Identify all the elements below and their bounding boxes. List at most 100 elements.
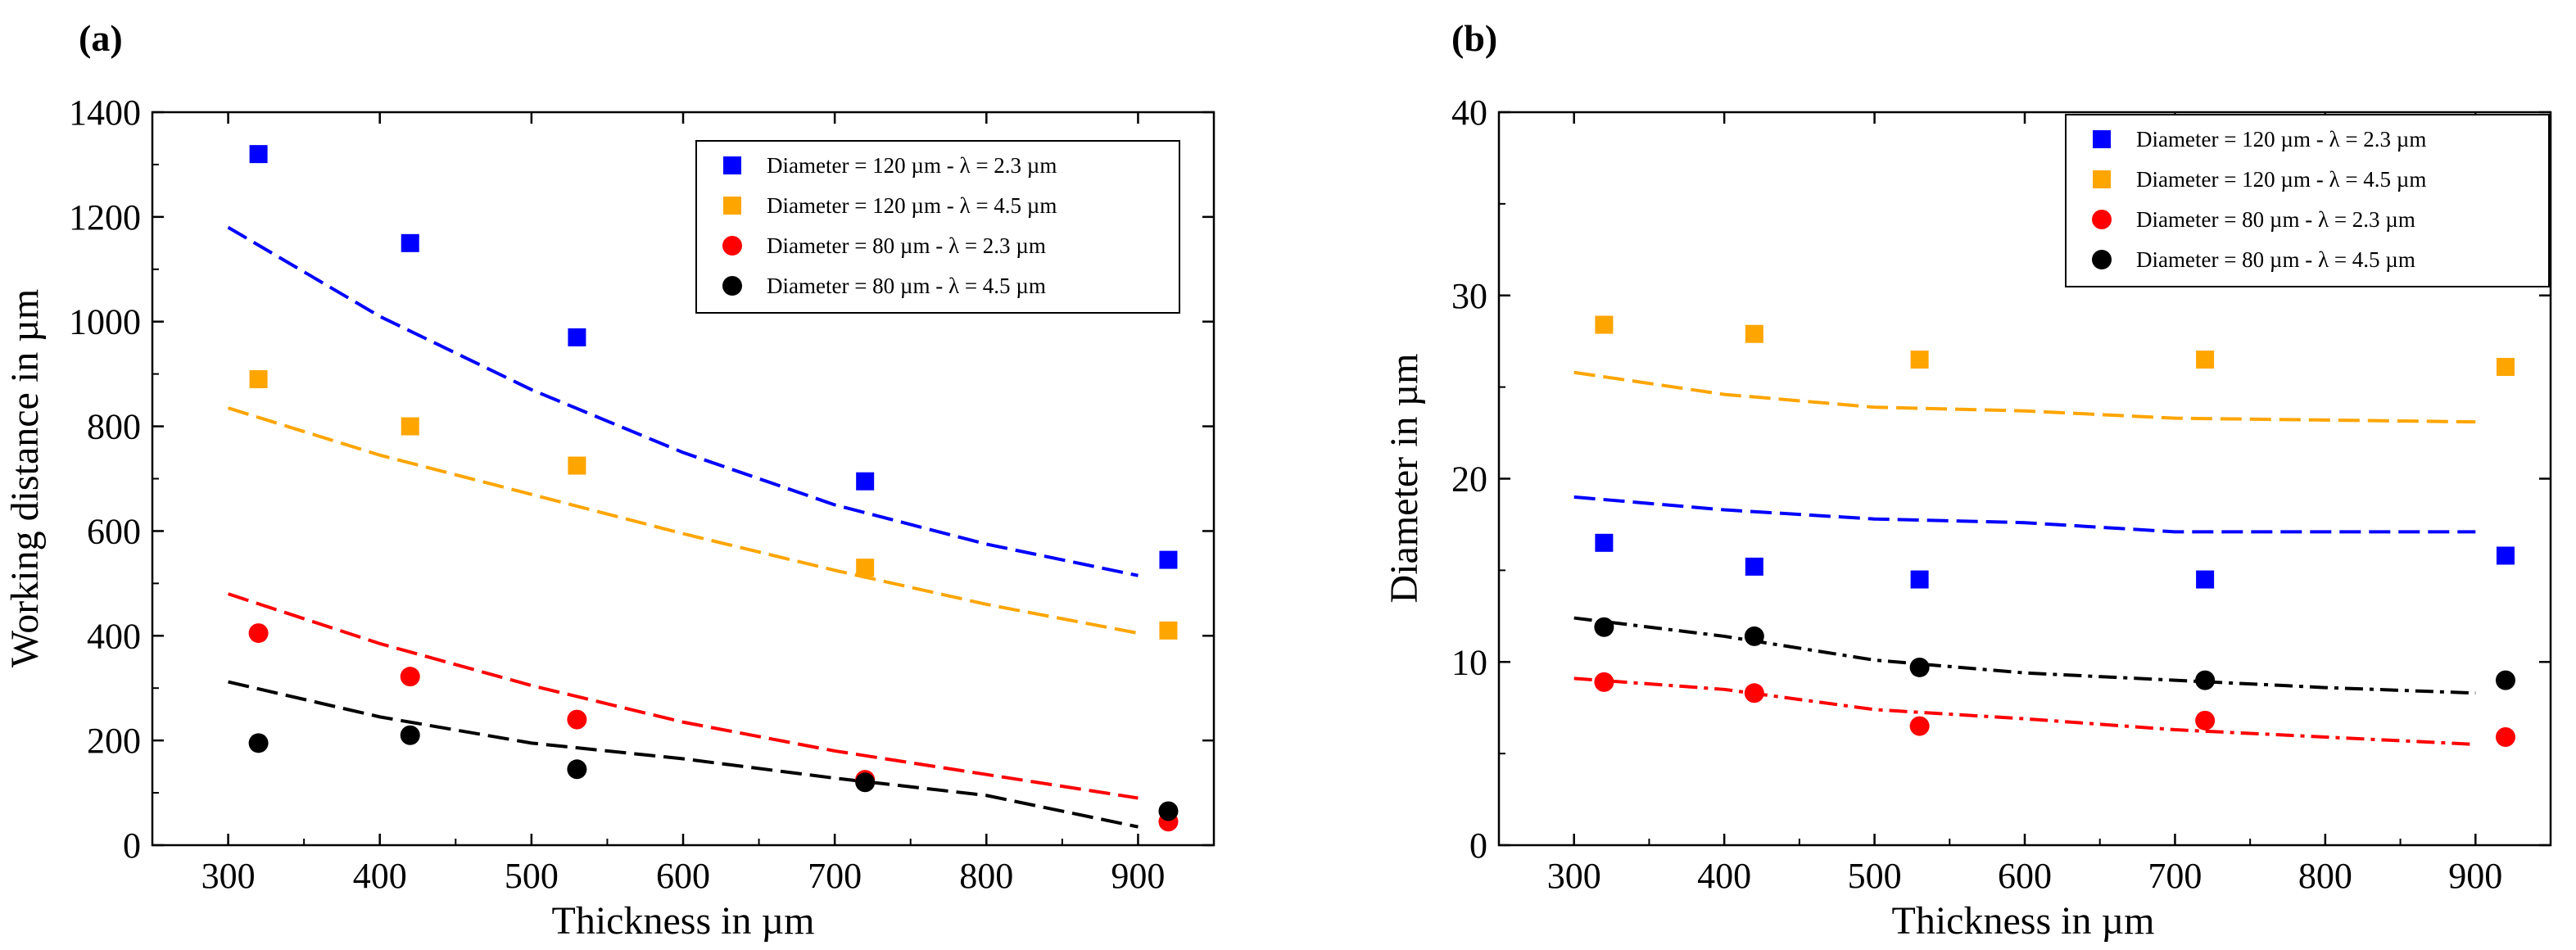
panel-a-legend-marker-3 [722,236,742,256]
panel-a-label: (a) [79,17,123,59]
panel-a-x-tick-label: 700 [808,856,862,896]
panel-b-y-tick-label: 40 [1451,93,1487,133]
panel-a-legend-marker-2 [723,197,741,215]
panel-b-point-series-1 [1595,533,1614,552]
panel-b-legend-label-3: Diameter = 80 µm - λ = 2.3 µm [2136,207,2415,232]
panel-b-y-tick-label: 30 [1451,276,1487,316]
panel-a-y-tick-label: 1400 [69,93,141,133]
panel-b-point-series-2 [1745,324,1763,343]
panel-b-point-series-3 [1909,716,1930,736]
panel-a-point-series-4 [400,725,420,745]
panel-a-point-series-4 [855,772,876,793]
panel-a-y-tick-label: 800 [87,407,141,447]
panel-a-legend-box [695,140,1180,314]
panel-a-fit-lines [227,225,1139,829]
panel-a-legend-marker-4 [722,276,742,296]
panel-a-legend-label-2: Diameter = 120 µm - λ = 4.5 µm [767,193,1057,218]
panel-b-point-series-1 [1910,570,1929,589]
panel-b-x-tick-label: 800 [2298,856,2352,896]
panel-a-x-axis-title: Thickness in µm [552,899,815,943]
panel-a-point-series-2 [568,456,586,475]
panel-a-data-points [248,145,1179,832]
panel-b-x-tick-label: 700 [2148,856,2202,896]
panel-b-legend-marker-3 [2092,210,2112,229]
panel-a-legend-marker-1 [723,156,741,174]
panel-b-point-series-1 [1745,557,1763,576]
panel-a-x-tick-label: 400 [353,856,407,896]
panel-b-point-series-4 [1909,657,1930,677]
panel-b-x-tick-label: 900 [2448,856,2502,896]
panel-b-x-axis-title: Thickness in µm [1892,899,2155,943]
panel-a-point-series-4 [248,733,269,753]
panel-b-fit-line-series-2 [1573,370,2476,424]
panel-b-point-series-4 [1744,626,1764,646]
panel-a-legend-label-3: Diameter = 80 µm - λ = 2.3 µm [767,233,1046,258]
panel-b-point-series-3 [1744,683,1764,703]
panel-b-fit-lines [1573,370,2476,746]
panel-b-point-series-1 [2496,546,2515,565]
panel-a-legend-label-4: Diameter = 80 µm - λ = 4.5 µm [767,274,1046,298]
panel-b-fit-line-series-4 [1573,616,2476,695]
panel-a-point-series-1 [249,145,268,164]
panel-b-legend-box [2065,114,2550,287]
panel-b-legend-marker-4 [2092,250,2112,269]
panel-a-point-series-4 [567,759,587,780]
panel-b-point-series-2 [1595,315,1614,334]
panel-b-point-series-3 [2495,726,2515,747]
panel-b-x-tick-label: 400 [1697,856,1751,896]
panel-a-y-axis-title: Working distance in µm [3,289,47,667]
panel-a-point-series-2 [249,370,268,389]
panel-b-legend-label-2: Diameter = 120 µm - λ = 4.5 µm [2136,167,2426,192]
panel-a-working-distance-chart: (a) 300 400 500 600 700 800 900 0 200 400 600 800 10… [3,17,1216,943]
panel-b-y-tick-label: 0 [1469,826,1487,866]
panel-b-point-series-2 [2496,358,2515,377]
panel-b-point-series-2 [2196,351,2215,369]
panel-a-y-tick-label: 600 [87,511,141,551]
panel-b-y-tick-label: 20 [1451,459,1487,500]
panel-b-legend-label-1: Diameter = 120 µm - λ = 2.3 µm [2136,127,2426,152]
panel-b-y-tick-label: 10 [1451,642,1487,682]
panel-b-point-series-4 [1594,617,1614,637]
panel-b-legend-marker-2 [2093,170,2111,188]
panel-b-point-series-4 [2195,670,2216,690]
panel-a-point-series-2 [856,559,875,577]
panel-a-y-tick-label: 0 [123,826,141,866]
panel-a-x-tick-label: 600 [656,856,710,896]
panel-a-y-tick-label: 1000 [69,302,141,342]
panel-a-point-series-1 [1159,550,1178,569]
panel-a-point-series-1 [568,328,586,346]
panel-b-x-tick-label: 600 [1998,856,2052,896]
panel-a-x-tick-label: 300 [201,856,256,896]
panel-b-fit-line-series-3 [1573,676,2476,746]
panel-a-point-series-4 [1158,801,1179,821]
panel-b-diameter-chart: (b) 300 400 500 600 700 800 900 0 10 20 30 40 Diame… [1383,17,2552,943]
panel-b-point-series-1 [2196,570,2215,589]
panel-a-y-tick-label: 200 [87,721,141,761]
panel-b-fit-line-series-1 [1573,495,2476,534]
panel-b-point-series-4 [2495,670,2515,690]
panel-a-y-tick-label: 400 [87,616,141,656]
panel-a-point-series-3 [248,623,269,644]
panel-a-legend-label-1: Diameter = 120 µm - λ = 2.3 µm [767,153,1057,178]
panel-b-point-series-2 [1910,351,1929,369]
panel-a-legend: Diameter = 120 µm - λ = 2.3 µm Diameter =… [695,140,1180,314]
panel-a-x-tick-label: 900 [1111,856,1165,896]
panel-a-point-series-1 [401,233,419,252]
panel-a-y-tick-label: 1200 [69,197,141,238]
panel-a-point-series-3 [400,667,420,687]
panel-a-point-series-2 [1159,621,1178,640]
panel-b-legend-marker-1 [2093,130,2111,148]
panel-a-fit-line-series-2 [227,406,1139,636]
panel-a-fit-line-series-4 [228,680,1139,829]
panel-a-fit-line-series-1 [227,225,1139,577]
panel-b-x-tick-label: 500 [1848,856,1902,896]
panel-b-point-series-3 [2195,710,2216,731]
panel-a-fit-line-series-3 [227,592,1139,800]
panel-b-x-tick-label: 300 [1547,856,1601,896]
panel-a-x-tick-label: 800 [959,856,1013,896]
panel-a-point-series-1 [856,472,875,491]
panel-b-data-points [1594,315,2515,747]
panel-b-legend-label-4: Diameter = 80 µm - λ = 4.5 µm [2136,247,2415,272]
panel-b-label: (b) [1451,17,1497,59]
